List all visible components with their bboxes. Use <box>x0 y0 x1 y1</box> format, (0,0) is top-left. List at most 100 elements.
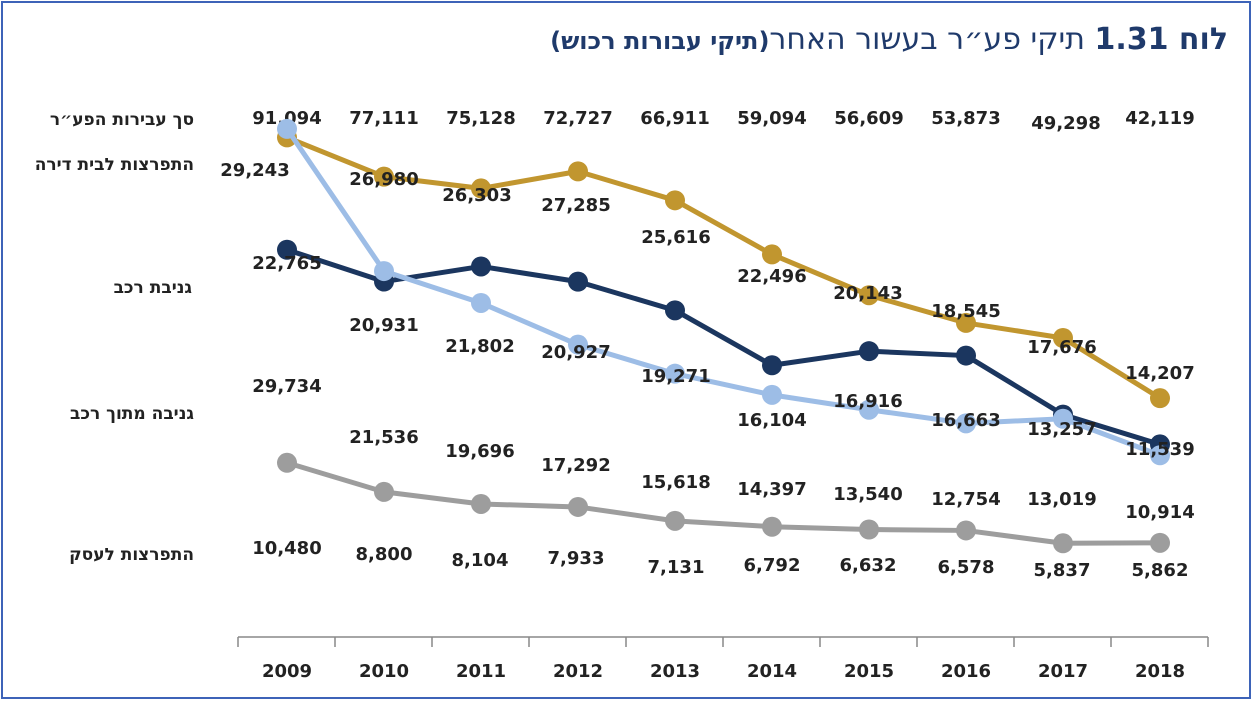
data-label-theft_from_car: 12,754 <box>931 489 1000 510</box>
label-theft-from-car: גניבה מתוך רכב <box>70 404 194 424</box>
x-tick-label: 2018 <box>1135 661 1185 682</box>
data-point-theft_from_car <box>859 399 879 420</box>
data-label-burglary_home: 27,285 <box>541 195 610 216</box>
data-label-car_theft: 20,927 <box>541 342 610 363</box>
total-label: 72,727 <box>543 108 612 129</box>
data-point-car_theft <box>277 239 297 260</box>
data-point-burglary_home <box>665 190 685 211</box>
total-label: 53,873 <box>931 108 1000 129</box>
data-label-burglary_business: 8,104 <box>452 550 509 571</box>
data-label-burglary_business: 6,792 <box>744 555 801 576</box>
data-label-burglary_home: 14,207 <box>1125 363 1194 384</box>
data-label-theft_from_car: 21,536 <box>349 427 418 448</box>
data-point-burglary_business <box>374 481 394 502</box>
total-label: 77,111 <box>349 108 418 129</box>
data-point-theft_from_car <box>956 413 976 434</box>
data-point-burglary_business <box>1053 533 1073 554</box>
data-label-theft_from_car: 10,914 <box>1125 502 1194 523</box>
data-point-theft_from_car <box>1053 408 1073 429</box>
data-label-burglary_business: 5,837 <box>1034 560 1091 581</box>
data-point-theft_from_car <box>762 384 782 405</box>
title-text: תיקי פע״ר בעשור האחר <box>769 22 1095 57</box>
x-tick-label: 2017 <box>1038 661 1088 682</box>
title-subtitle: (תיקי עבורות רכוש) <box>550 27 770 55</box>
title-prefix: לוח <box>1168 22 1228 57</box>
data-label-car_theft: 11,539 <box>1125 439 1194 460</box>
data-label-theft_from_car: 14,397 <box>737 479 806 500</box>
data-label-theft_from_car: 13,019 <box>1027 489 1096 510</box>
x-tick-label: 2011 <box>456 661 506 682</box>
total-label: 66,911 <box>640 108 709 129</box>
title-number: 1.31 <box>1094 22 1169 57</box>
data-label-burglary_home: 18,545 <box>931 301 1000 322</box>
chart-title: לוח 1.31 תיקי פע״ר בעשור האחר(תיקי עבורו… <box>550 22 1228 57</box>
data-label-car_theft: 13,257 <box>1027 419 1096 440</box>
x-tick-label: 2012 <box>553 661 603 682</box>
data-point-burglary_business <box>471 493 491 514</box>
data-point-car_theft <box>568 271 588 292</box>
data-label-burglary_business: 6,578 <box>938 557 995 578</box>
data-label-burglary_home: 26,980 <box>349 169 418 190</box>
data-label-burglary_home: 22,496 <box>737 266 806 287</box>
label-car-theft: גניבת רכב <box>113 278 192 298</box>
total-label: 49,298 <box>1031 113 1100 134</box>
data-point-burglary_business <box>277 452 297 473</box>
data-label-burglary_home: 26,303 <box>442 185 511 206</box>
data-point-theft_from_car <box>665 363 685 384</box>
data-label-burglary_home: 25,616 <box>641 227 710 248</box>
data-label-burglary_home: 20,143 <box>833 283 902 304</box>
x-tick-label: 2016 <box>941 661 991 682</box>
data-point-theft_from_car <box>471 292 491 313</box>
total-label: 59,094 <box>737 108 806 129</box>
data-point-burglary_home <box>762 244 782 265</box>
data-point-burglary_business <box>956 520 976 541</box>
series-line-theft_from_car <box>284 127 1161 458</box>
data-label-burglary_business: 8,800 <box>356 544 413 565</box>
series-line-burglary_home <box>286 135 1162 401</box>
data-label-burglary_business: 6,632 <box>840 555 897 576</box>
series-line-car_theft <box>286 247 1161 447</box>
data-label-car_theft: 19,271 <box>641 366 710 387</box>
data-label-burglary_business: 5,862 <box>1132 560 1189 581</box>
total-label: 75,128 <box>446 108 515 129</box>
data-label-car_theft: 16,104 <box>737 410 806 431</box>
data-point-burglary_home <box>859 285 879 306</box>
data-point-burglary_home <box>956 312 976 333</box>
data-label-car_theft: 22,765 <box>252 253 321 274</box>
data-point-theft_from_car <box>568 334 588 355</box>
data-label-burglary_business: 7,933 <box>548 548 605 569</box>
data-label-burglary_business: 10,480 <box>252 538 321 559</box>
data-point-burglary_home <box>1053 327 1073 348</box>
data-point-burglary_business <box>762 516 782 537</box>
data-label-theft_from_car: 17,292 <box>541 455 610 476</box>
x-tick-label: 2009 <box>262 661 312 682</box>
series-line-burglary_business <box>286 460 1161 546</box>
data-point-burglary_business <box>665 510 685 531</box>
title-main: לוח 1.31 תיקי פע״ר בעשור האחר <box>769 22 1228 57</box>
data-point-burglary_home <box>1150 388 1170 409</box>
total-label: 56,609 <box>834 108 903 129</box>
data-point-theft_from_car <box>277 118 297 139</box>
label-total: סך עבירות הפע״ר <box>49 110 194 130</box>
data-point-car_theft <box>471 256 491 277</box>
data-label-burglary_business: 7,131 <box>648 557 705 578</box>
data-label-burglary_home: 29,243 <box>220 160 289 181</box>
x-tick-label: 2013 <box>650 661 700 682</box>
data-label-theft_from_car: 15,618 <box>641 472 710 493</box>
total-label: 42,119 <box>1125 108 1194 129</box>
data-point-burglary_home <box>374 166 394 187</box>
data-point-theft_from_car <box>374 261 394 282</box>
data-label-theft_from_car: 13,540 <box>833 484 902 505</box>
data-point-car_theft <box>859 341 879 362</box>
data-label-burglary_home: 17,676 <box>1027 337 1096 358</box>
data-point-burglary_home <box>568 161 588 182</box>
data-point-burglary_business <box>568 496 588 517</box>
data-point-car_theft <box>762 355 782 376</box>
x-tick-label: 2014 <box>747 661 797 682</box>
data-label-car_theft: 20,931 <box>349 315 418 336</box>
data-label-car_theft: 16,663 <box>931 410 1000 431</box>
label-burglary-business: התפרצות לעסק <box>69 545 194 565</box>
data-label-car_theft: 16,916 <box>833 391 902 412</box>
data-point-car_theft <box>956 345 976 366</box>
